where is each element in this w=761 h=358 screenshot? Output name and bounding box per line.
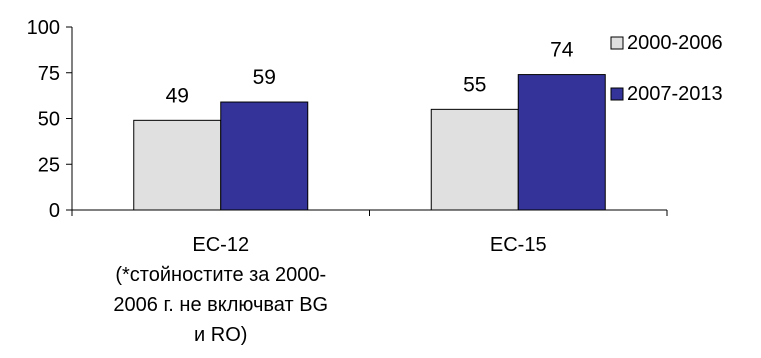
legend-label: 2007-2013 xyxy=(627,83,723,105)
y-tick-label: 25 xyxy=(38,154,60,176)
legend-swatch xyxy=(610,36,624,50)
y-tick-label: 100 xyxy=(27,17,60,39)
bars xyxy=(133,74,606,211)
legend: 2000-2006 2007-2013 xyxy=(610,32,723,105)
category-label: 2006 г. не включват BG xyxy=(113,294,328,316)
category-label: ЕС-15 xyxy=(490,234,547,256)
data-label: 74 xyxy=(550,39,574,62)
category-label: (*стойностите за 2000- xyxy=(115,264,326,286)
x-axis: ЕС-12 (*стойностите за 2000- 2006 г. не вк… xyxy=(71,209,668,346)
bar-2000-2006-0 xyxy=(133,119,222,211)
y-tick-label: 0 xyxy=(49,200,60,222)
category-label: ЕС-12 xyxy=(192,234,249,256)
category-label: и RO) xyxy=(194,324,247,346)
bar-2007-2013-0 xyxy=(220,101,309,211)
bar-2000-2006-1 xyxy=(430,108,519,211)
data-label: 49 xyxy=(166,84,189,107)
y-axis: 0 25 50 75 100 xyxy=(27,17,73,222)
y-tick-label: 75 xyxy=(38,63,60,85)
legend-swatch xyxy=(610,87,624,101)
bar-2007-2013-1 xyxy=(517,74,606,211)
legend-label: 2000-2006 xyxy=(627,32,723,54)
data-labels: 49 59 55 74 xyxy=(166,39,574,108)
data-label: 59 xyxy=(253,66,276,89)
data-label: 55 xyxy=(463,73,486,96)
y-tick-label: 50 xyxy=(38,109,60,131)
